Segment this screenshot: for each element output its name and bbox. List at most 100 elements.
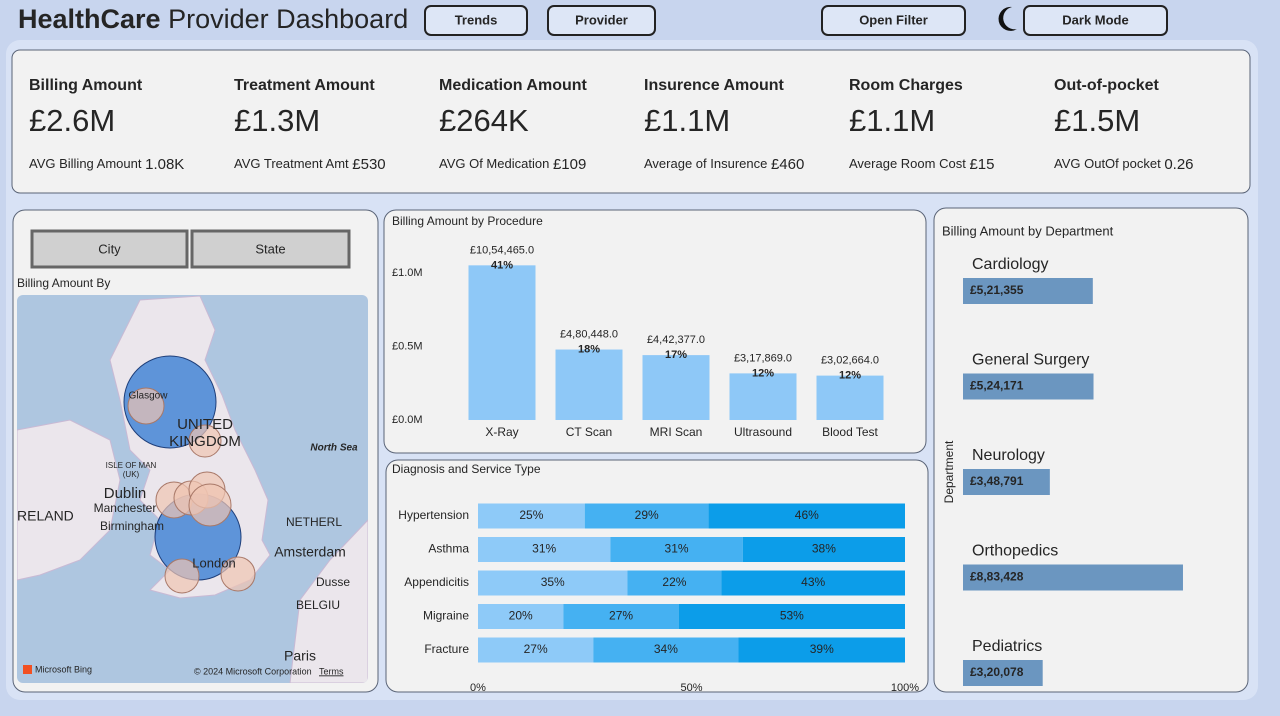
kpi-value: £264K — [439, 103, 529, 138]
chart-title: Billing Amount by Department — [942, 223, 1114, 238]
y-tick-label: Appendicitis — [404, 575, 469, 589]
segment-label: 39% — [810, 642, 834, 656]
kpi-value: £1.1M — [849, 103, 935, 138]
button-label[interactable]: Trends — [455, 12, 498, 27]
bar — [555, 349, 623, 420]
y-tick-label: Asthma — [428, 542, 469, 556]
bar — [642, 355, 710, 420]
x-tick-label: 100% — [891, 682, 919, 694]
bar-segment — [478, 503, 585, 529]
map-label: Amsterdam — [274, 544, 346, 560]
bar — [729, 373, 797, 420]
category-label: Neurology — [972, 447, 1045, 464]
x-tick-label: MRI Scan — [650, 425, 703, 439]
bar-segment — [478, 537, 611, 562]
map-label: Birmingham — [100, 519, 164, 533]
map-button[interactable]: City — [30, 229, 189, 269]
bar-segment — [478, 637, 594, 663]
segment-label: 38% — [812, 542, 836, 556]
category-label: Cardiology — [972, 256, 1048, 273]
map-bubble — [123, 355, 217, 449]
europe — [289, 518, 368, 683]
share-label: 17% — [665, 349, 687, 361]
kpi-sub-label: Average Room Cost — [849, 156, 966, 171]
y-tick-label: £0.5M — [392, 341, 423, 353]
segment-label: 27% — [524, 642, 548, 656]
map-label: Dusse — [316, 575, 350, 589]
map-bubble — [188, 483, 232, 527]
header-button[interactable]: Provider — [547, 5, 656, 36]
map-bubble — [127, 387, 165, 425]
title-rest: Provider Dashboard — [168, 4, 408, 34]
button-label[interactable]: State — [255, 241, 285, 256]
map-button[interactable]: State — [190, 229, 351, 269]
button-box[interactable] — [190, 229, 351, 269]
map-title: Billing Amount By — [17, 276, 110, 290]
map-label: ISLE OF MAN — [106, 461, 157, 470]
value-label: £3,48,791 — [970, 474, 1024, 488]
map-label: UNITED — [177, 416, 233, 433]
segment-label: 34% — [654, 642, 678, 656]
y-tick-label: Hypertension — [398, 508, 469, 522]
y-axis-label: Department — [942, 440, 956, 503]
bar-segment — [742, 537, 905, 562]
header-button[interactable]: Trends — [424, 5, 528, 36]
bar — [963, 564, 1183, 591]
x-tick-label: Ultrasound — [734, 425, 792, 439]
y-tick-label: Migraine — [423, 609, 469, 623]
y-tick-label: Fracture — [424, 642, 469, 656]
segment-label: 31% — [532, 542, 556, 556]
button-box[interactable] — [30, 229, 189, 269]
value-label: £10,54,465.0 — [470, 244, 534, 256]
bar-segment — [593, 637, 739, 663]
map-label: Manchester — [94, 501, 157, 515]
map-label: London — [192, 555, 235, 570]
kpi-sub-label: AVG Treatment Amt — [234, 156, 349, 171]
dashboard-title: HealthCare Provider Dashboard — [18, 4, 408, 34]
kpi-title: Out-of-pocket — [1054, 77, 1160, 94]
kpi-title: Room Charges — [849, 77, 963, 94]
map-label: Dublin — [104, 485, 147, 502]
kpi-sub: AVG Of Medication £109 — [439, 156, 586, 173]
map-label: NETHERL — [286, 515, 342, 529]
segment-label: 31% — [665, 542, 689, 556]
bar — [963, 469, 1050, 495]
header-button[interactable]: Open Filter — [821, 5, 966, 36]
chart-title: Billing Amount by Procedure — [392, 214, 543, 228]
map-label: Paris — [284, 648, 316, 664]
kpi-sub: AVG OutOf pocket 0.26 — [1054, 156, 1194, 173]
map-credit[interactable]: Terms — [319, 666, 344, 676]
kpi-title: Treatment Amount — [234, 77, 375, 94]
button-label[interactable]: Open Filter — [859, 12, 928, 27]
category-label: General Surgery — [972, 352, 1089, 369]
map-label: Glasgow — [129, 391, 169, 402]
kpi-sub-value: £530 — [352, 156, 385, 173]
share-label: 12% — [752, 367, 774, 379]
kpi-sub-label: AVG Billing Amount — [29, 156, 142, 171]
button-box[interactable] — [821, 5, 966, 36]
button-label[interactable]: Dark Mode — [1062, 12, 1128, 27]
map-label: (UK) — [123, 470, 140, 479]
kpi-sub: Average of Insurence £460 — [644, 156, 804, 173]
chart-title: Diagnosis and Service Type — [392, 462, 541, 476]
bar-segment — [584, 503, 709, 529]
kpi-sub-value: £109 — [553, 156, 586, 173]
category-label: Pediatrics — [972, 638, 1042, 655]
moon-icon — [998, 6, 1017, 31]
segment-label: 35% — [541, 575, 565, 589]
header-button[interactable]: Dark Mode — [1023, 5, 1168, 36]
map-bubble — [188, 424, 222, 458]
button-label[interactable]: Provider — [575, 12, 628, 27]
kpi-sub: AVG Billing Amount 1.08K — [29, 156, 184, 173]
value-label: £3,02,664.0 — [821, 355, 879, 367]
button-box[interactable] — [424, 5, 528, 36]
bar-segment — [563, 604, 679, 629]
share-label: 12% — [839, 370, 861, 382]
value-label: £3,17,869.0 — [734, 352, 792, 364]
button-box[interactable] — [1023, 5, 1168, 36]
bar — [963, 660, 1043, 686]
button-label[interactable]: City — [98, 241, 121, 256]
button-box[interactable] — [547, 5, 656, 36]
